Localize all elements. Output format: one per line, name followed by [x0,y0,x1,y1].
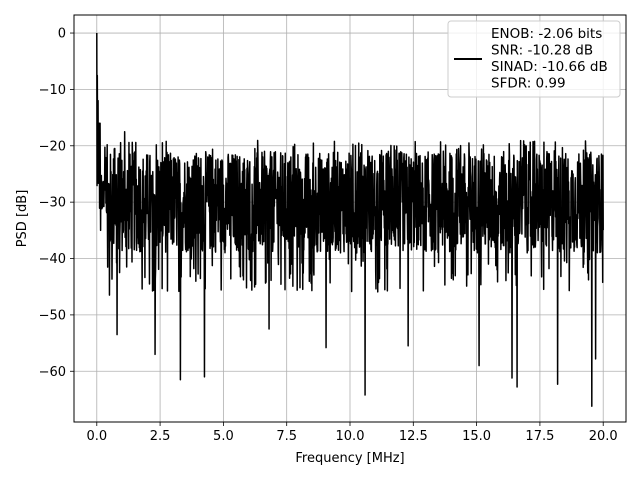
plot-area [96,33,604,407]
x-axis-label: Frequency [MHz] [295,451,404,466]
ticks: 0.0 2.5 5.0 7.5 10.0 12.5 15.0 17.5 20.0 0 −10 −20 −… [39,27,618,444]
legend: ENOB: -2.06 bits SNR: -10.28 dB SINAD: -… [447,20,621,98]
legend-entry-snr: SNR: -10.28 dB [491,43,593,59]
x-tick-label: 15.0 [462,429,491,444]
x-tick-label: 10.0 [336,429,365,444]
legend-entry-enob: ENOB: -2.06 bits [491,26,602,42]
y-tick-label: −60 [39,365,66,380]
x-tick-label: 7.5 [276,429,297,444]
x-tick-label: 2.5 [150,429,171,444]
x-tick-label: 20.0 [589,429,618,444]
y-tick-label: −20 [39,139,66,154]
x-tick-label: 5.0 [213,429,234,444]
x-tick-label: 12.5 [399,429,428,444]
y-tick-label: −10 [39,83,66,98]
x-tick-label: 17.5 [525,429,554,444]
legend-box [447,20,621,98]
y-tick-label: −40 [39,252,66,267]
y-tick-label: −30 [39,196,66,211]
legend-entry-sinad: SINAD: -10.66 dB [491,59,608,75]
legend-entry-sfdr: SFDR: 0.99 [491,76,566,92]
x-tick-label: 0.0 [86,429,107,444]
psd-series-line [96,33,604,407]
y-axis-label: PSD [dB] [15,190,30,248]
y-tick-label: −50 [39,308,66,323]
y-tick-label: 0 [58,27,66,42]
